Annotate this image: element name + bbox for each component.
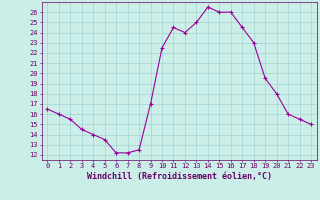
X-axis label: Windchill (Refroidissement éolien,°C): Windchill (Refroidissement éolien,°C) bbox=[87, 172, 272, 181]
